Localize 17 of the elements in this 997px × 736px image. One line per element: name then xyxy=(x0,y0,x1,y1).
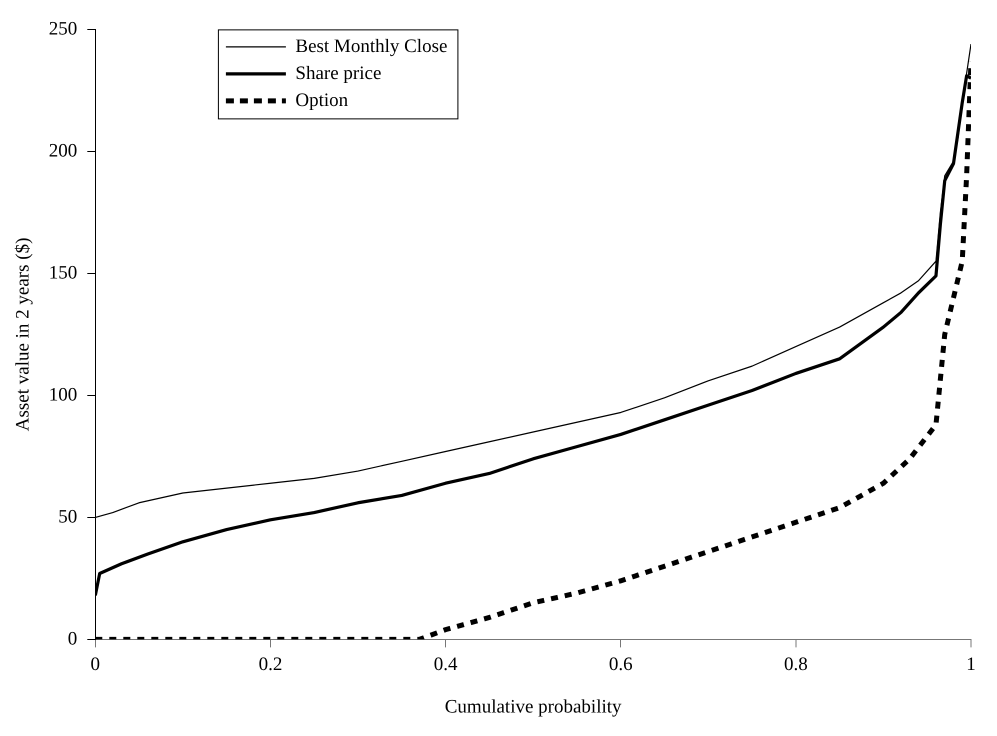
y-tick-label: 250 xyxy=(48,18,78,40)
x-tick-label: 0 xyxy=(90,654,100,675)
y-tick-label: 0 xyxy=(68,628,78,650)
x-tick-label: 0.2 xyxy=(258,654,282,675)
y-tick-label: 200 xyxy=(48,140,78,162)
y-tick-label: 150 xyxy=(48,262,78,284)
legend-label: Share price xyxy=(295,62,382,84)
x-axis-title: Cumulative probability xyxy=(444,696,622,718)
x-tick-label: 0.6 xyxy=(608,654,633,675)
x-tick-label: 0.8 xyxy=(784,654,808,675)
legend-label: Option xyxy=(295,90,349,111)
x-tick-label: 0.4 xyxy=(434,654,458,675)
x-tick-label: 1 xyxy=(966,654,976,675)
y-tick-label: 50 xyxy=(58,506,78,528)
legend-label: Best Monthly Close xyxy=(295,36,448,57)
y-axis-title: Asset value in 2 years ($) xyxy=(12,238,34,432)
y-tick-label: 100 xyxy=(48,384,78,406)
